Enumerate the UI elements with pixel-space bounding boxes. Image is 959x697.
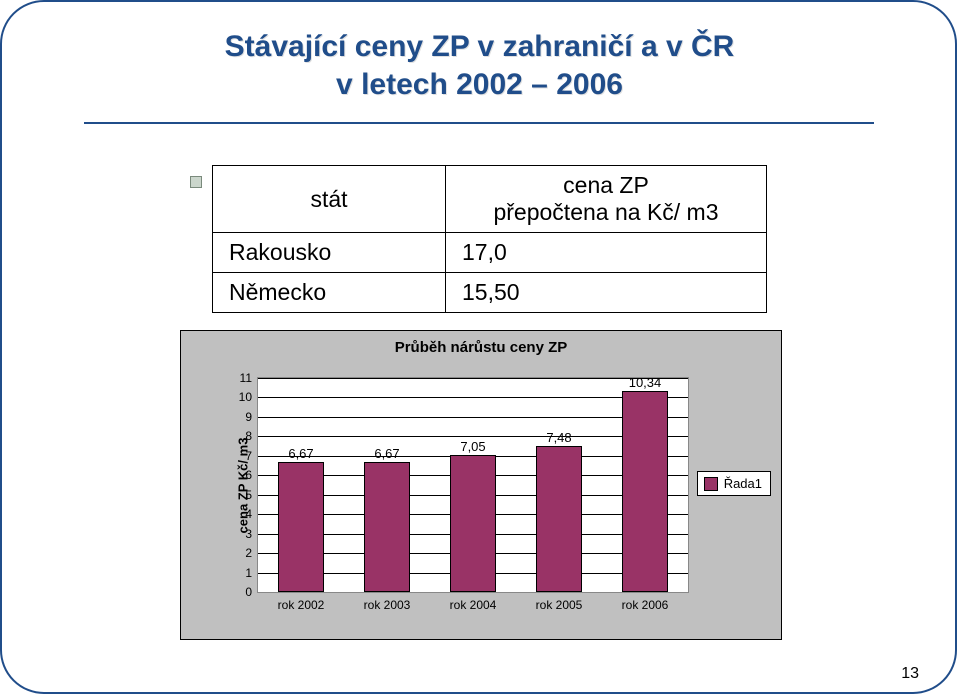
slide-title: Stávající ceny ZP v zahraničí a v ČR v l… — [0, 28, 959, 103]
chart-bar: 6,67 — [364, 462, 410, 592]
chart-xtick: rok 2006 — [622, 592, 669, 612]
price-table: stát cena ZP přepočtena na Kč/ m3 Rakous… — [212, 165, 767, 313]
table-cell-state: Německo — [213, 273, 446, 313]
title-line-2: v letech 2002 – 2006 — [336, 68, 623, 101]
bullet-icon — [190, 176, 202, 188]
chart-ytick: 3 — [245, 527, 258, 541]
chart-ytick: 1 — [245, 566, 258, 580]
title-underline — [84, 122, 874, 124]
chart-bar: 7,05 — [450, 455, 496, 592]
table-cell-price: 17,0 — [446, 233, 767, 273]
chart-bar-value: 7,05 — [460, 439, 485, 456]
chart-xtick: rok 2002 — [278, 592, 325, 612]
chart-bar: 6,67 — [278, 462, 324, 592]
chart-xtick: rok 2003 — [364, 592, 411, 612]
table-cell-state: Rakousko — [213, 233, 446, 273]
chart-ytick: 0 — [245, 585, 258, 599]
chart-xtick: rok 2004 — [450, 592, 497, 612]
page-number: 13 — [901, 665, 919, 683]
table-header-row: stát cena ZP přepočtena na Kč/ m3 — [213, 166, 767, 233]
chart-gridline — [258, 378, 688, 379]
table-row: Německo 15,50 — [213, 273, 767, 313]
chart-bar-value: 6,67 — [288, 446, 313, 463]
table-cell-price: 15,50 — [446, 273, 767, 313]
table-header-price: cena ZP přepočtena na Kč/ m3 — [446, 166, 767, 233]
chart-legend: Řada1 — [697, 471, 771, 496]
chart-ytick: 4 — [245, 507, 258, 521]
chart-ytick: 11 — [240, 371, 258, 385]
table-header-price-l2: přepočtena na Kč/ m3 — [493, 199, 718, 225]
chart-ytick: 5 — [245, 488, 258, 502]
chart-ytick: 6 — [245, 468, 258, 482]
chart-bar: 10,34 — [622, 391, 668, 592]
legend-swatch — [704, 477, 718, 491]
chart-ytick: 8 — [245, 429, 258, 443]
chart-xtick: rok 2005 — [536, 592, 583, 612]
chart-bar: 7,48 — [536, 446, 582, 592]
legend-label: Řada1 — [724, 476, 762, 491]
chart-bar-value: 6,67 — [374, 446, 399, 463]
slide: Stávající ceny ZP v zahraničí a v ČR v l… — [0, 0, 959, 697]
chart-title: Průběh nárůstu ceny ZP — [181, 339, 781, 356]
chart-ytick: 10 — [239, 390, 258, 404]
chart-bar-value: 10,34 — [629, 375, 662, 392]
chart-bar-value: 7,48 — [546, 430, 571, 447]
title-line-1: Stávající ceny ZP v zahraničí a v ČR — [225, 30, 735, 63]
chart-ytick: 9 — [245, 410, 258, 424]
table-header-state: stát — [213, 166, 446, 233]
chart-ytick: 2 — [245, 546, 258, 560]
table-header-price-l1: cena ZP — [563, 172, 649, 198]
chart-plot-area: 012345678910116,67rok 20026,67rok 20037,… — [257, 377, 689, 593]
bar-chart: Průběh nárůstu ceny ZP cena ZP Kč/ m3 01… — [180, 330, 782, 640]
table-row: Rakousko 17,0 — [213, 233, 767, 273]
chart-ytick: 7 — [245, 449, 258, 463]
